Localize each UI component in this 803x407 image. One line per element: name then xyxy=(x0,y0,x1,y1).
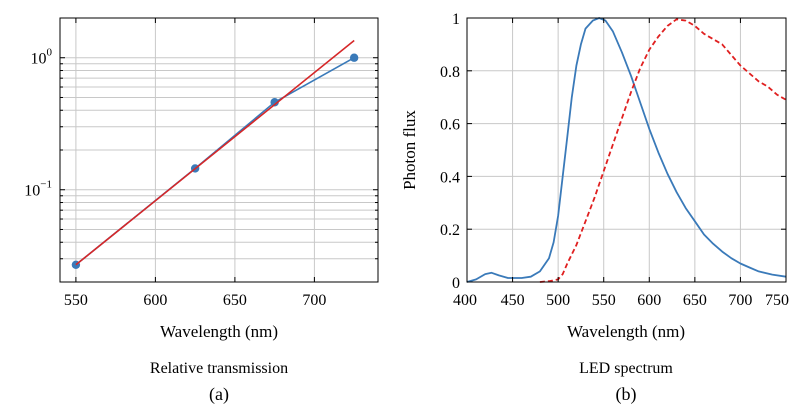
chart-a-sublabel: (a) xyxy=(209,384,229,405)
chart-a-data-point xyxy=(270,98,279,107)
chart-b-ytick-label: 0.8 xyxy=(440,64,460,81)
chart-a-series-line xyxy=(75,57,355,266)
chart-led-spectrum: 400 450 500 550 600 650 700 750 0 0.2 0.4 0.6 0.8 1 W… xyxy=(400,11,789,405)
chart-b-ytick-label: 0 xyxy=(452,275,460,292)
chart-b-xtick-label: 650 xyxy=(683,292,707,309)
chart-b-caption: LED spectrum xyxy=(579,360,673,377)
chart-b-sublabel: (b) xyxy=(616,384,637,405)
chart-a-series xyxy=(71,39,359,269)
chart-b-xlabel: Wavelength (nm) xyxy=(567,322,685,341)
chart-a-xtick-label: 650 xyxy=(223,292,247,309)
chart-b-xtick-label: 600 xyxy=(637,292,661,309)
chart-b-ytick-label: 0.6 xyxy=(440,117,460,134)
chart-a-ytick-label: 10−1 xyxy=(24,179,52,200)
chart-b-ytick-label: 1 xyxy=(452,11,460,28)
chart-b-series-line xyxy=(539,18,787,283)
chart-relative-transmission: 550 600 650 700 10−1 100 Wavelength (nm) Rela… xyxy=(24,17,379,405)
chart-b-xtick-label: 400 xyxy=(453,292,477,309)
chart-a-ticks: 550 600 650 700 10−1 100 xyxy=(24,17,378,309)
chart-b-xtick-label: 450 xyxy=(501,292,525,309)
chart-b-frame xyxy=(466,17,787,283)
chart-b-xtick-label: 550 xyxy=(592,292,616,309)
chart-a-series-line xyxy=(75,39,355,266)
chart-b-series xyxy=(466,17,787,283)
chart-b-grid xyxy=(466,17,787,283)
chart-b-ytick-label: 0.2 xyxy=(440,222,460,239)
chart-b-series-line xyxy=(466,17,787,283)
chart-a-xtick-label: 700 xyxy=(302,292,326,309)
chart-b-ticks: 400 450 500 550 600 650 700 750 0 0.2 0.4 0.6 0.8 1 xyxy=(440,11,789,309)
chart-a-ytick-label: 100 xyxy=(31,47,53,68)
chart-a-xtick-label: 600 xyxy=(143,292,167,309)
chart-b-ytick-label: 0.4 xyxy=(440,169,460,186)
chart-a-xtick-label: 550 xyxy=(64,292,88,309)
chart-a-xlabel: Wavelength (nm) xyxy=(160,322,278,341)
chart-b-xtick-label: 500 xyxy=(546,292,570,309)
chart-a-data-point xyxy=(349,53,359,62)
chart-a-caption: Relative transmission xyxy=(150,360,288,377)
chart-b-xtick-label: 750 xyxy=(765,292,789,309)
chart-b-xtick-label: 700 xyxy=(728,292,752,309)
chart-b-ylabel: Photon flux xyxy=(400,110,419,190)
